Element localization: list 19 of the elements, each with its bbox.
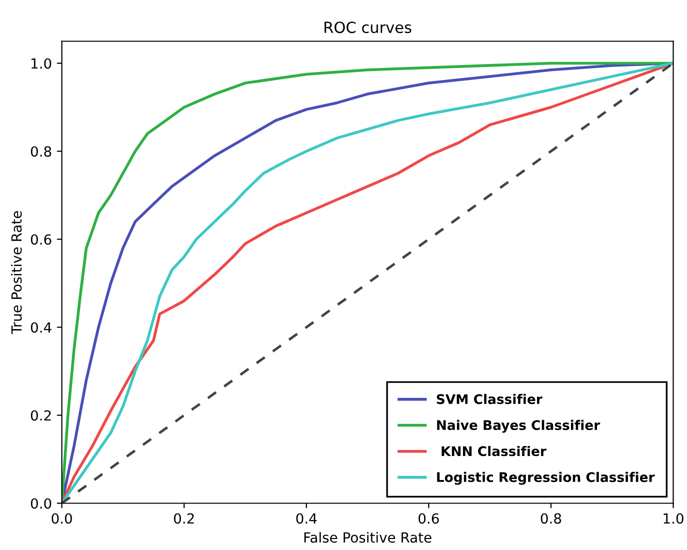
y-tick-label: 0.0 — [30, 498, 52, 509]
legend-label: Naive Bayes Classifier — [437, 420, 600, 433]
x-tick-label: 0.2 — [174, 513, 194, 524]
y-tick-label: 0.2 — [30, 410, 51, 421]
y-tick-label: 0.4 — [30, 322, 52, 333]
x-tick-label: 0.0 — [52, 513, 72, 524]
chart-title: ROC curves — [324, 22, 412, 34]
y-axis-title: True Positive Rate — [11, 211, 22, 334]
x-tick-label: 0.6 — [418, 513, 439, 524]
x-tick-label: 1.0 — [664, 513, 684, 524]
y-tick-label: 0.8 — [30, 146, 52, 157]
x-axis-title: False Positive Rate — [304, 532, 432, 543]
x-tick-label: 0.8 — [540, 513, 562, 524]
y-tick-label: 0.6 — [30, 234, 52, 245]
y-tick-label: 1.0 — [32, 58, 52, 69]
legend-label: SVM Classifier — [436, 394, 542, 404]
legend-label: KNN Classifier — [442, 446, 546, 456]
legend-label: Logistic Regression Classifier — [437, 472, 655, 485]
x-tick-label: 0.4 — [296, 513, 317, 524]
